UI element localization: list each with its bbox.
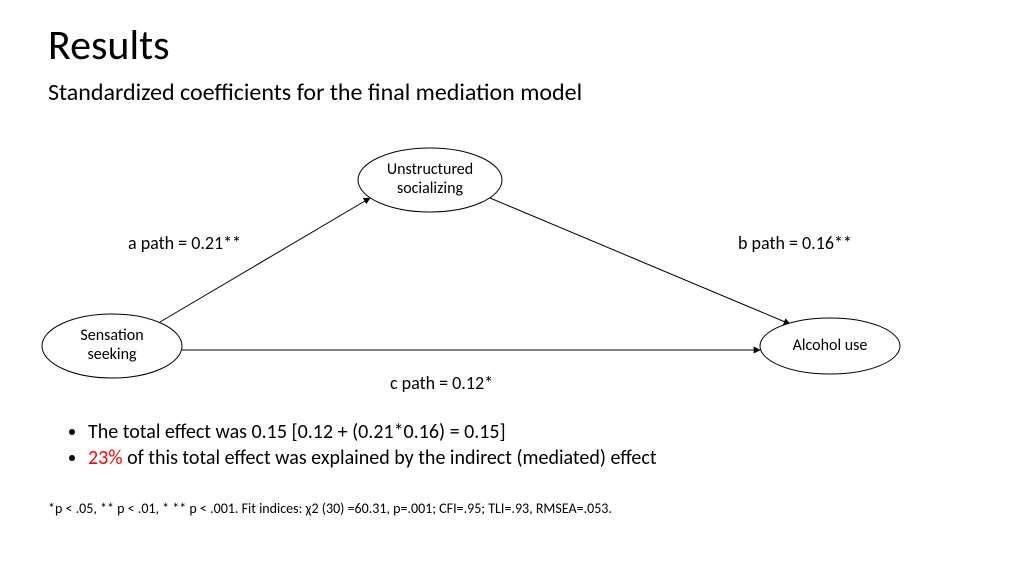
node-sensation-label: Sensation seeking	[62, 326, 162, 364]
edge-a	[160, 198, 370, 322]
bullet-2: 23% of this total effect was explained b…	[88, 446, 657, 470]
bullet-2-rest: of this total effect was explained by th…	[123, 446, 657, 470]
bullet-2-highlight: 23%	[88, 446, 123, 470]
node-sensation-line2: seeking	[87, 345, 136, 364]
bullet-list: The total effect was 0.15 [0.12 + (0.21*…	[70, 420, 657, 472]
bullet-1-text: The total effect was 0.15 [0.12 + (0.21*…	[88, 420, 506, 444]
footnote: *p < .05, ** p < .01, * ** p < .001. Fit…	[48, 500, 612, 517]
path-c-label: c path = 0.12*	[390, 372, 493, 394]
path-b-label: b path = 0.16**	[738, 232, 852, 254]
path-a-label: a path = 0.21**	[128, 232, 241, 254]
bullet-1: The total effect was 0.15 [0.12 + (0.21*…	[88, 420, 657, 444]
node-unstructured-label: Unstructured socializing	[370, 160, 490, 198]
node-sensation-line1: Sensation	[80, 326, 143, 345]
slide: Results Standardized coefficients for th…	[0, 0, 1024, 576]
node-unstructured-line2: socializing	[397, 179, 463, 198]
node-alcohol-label: Alcohol use	[780, 336, 880, 355]
node-unstructured-line1: Unstructured	[387, 160, 473, 179]
mediation-diagram	[0, 0, 1024, 576]
edge-b	[490, 198, 790, 324]
node-alcohol-line1: Alcohol use	[793, 336, 868, 355]
